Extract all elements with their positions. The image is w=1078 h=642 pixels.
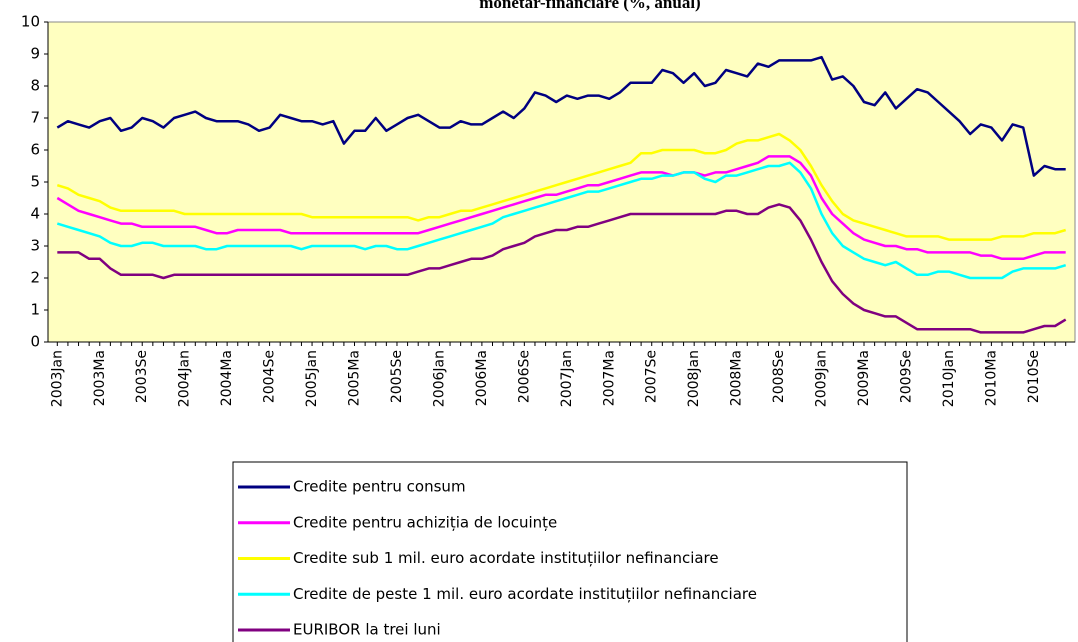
x-tick-label: 2009Se xyxy=(898,350,914,403)
y-tick-label: 1 xyxy=(30,301,40,319)
y-tick-label: 6 xyxy=(30,141,40,159)
x-tick-label: 2007Se xyxy=(644,350,660,403)
x-tick-label: 2010Jan xyxy=(941,350,957,407)
x-tick-label: 2008Se xyxy=(771,350,787,403)
x-tick-label: 2006Ma xyxy=(474,350,490,406)
x-tick-label: 2005Jan xyxy=(304,350,320,407)
legend-label: Credite pentru achiziția de locuințe xyxy=(293,513,557,531)
series-line xyxy=(56,161,1067,280)
x-tick-label: 2008Ma xyxy=(729,350,745,406)
y-tick-label: 7 xyxy=(30,109,40,127)
y-tick-label: 8 xyxy=(30,77,40,95)
x-tick-label: 2004Se xyxy=(262,350,278,403)
x-tick-label: 2004Jan xyxy=(177,350,193,407)
y-tick-label: 10 xyxy=(21,13,40,31)
series-line xyxy=(56,132,1067,241)
x-tick-label: 2006Se xyxy=(516,350,532,403)
x-tick-label: 2010Ma xyxy=(983,350,999,406)
x-tick-label: 2007Ma xyxy=(601,350,617,406)
legend-label: Credite pentru consum xyxy=(293,478,466,496)
x-tick-label: 2009Jan xyxy=(814,350,830,407)
x-tick-label: 2003Jan xyxy=(49,350,65,407)
legend-label: EURIBOR la trei luni xyxy=(293,621,441,639)
y-tick-label: 5 xyxy=(30,173,40,191)
x-tick-label: 2005Se xyxy=(389,350,405,403)
series-line xyxy=(57,203,1067,334)
series-line xyxy=(56,55,1066,177)
chart-title: monetar-financiare (%, anual) xyxy=(479,0,700,12)
y-tick-label: 0 xyxy=(30,333,40,351)
legend xyxy=(232,461,908,642)
x-tick-label: 2010Se xyxy=(1026,350,1042,403)
legend-label: Credite sub 1 mil. euro acordate institu… xyxy=(293,549,719,567)
x-tick-label: 2004Ma xyxy=(219,350,235,406)
x-tick-label: 2006Jan xyxy=(431,350,447,407)
x-tick-label: 2009Ma xyxy=(856,350,872,406)
x-tick-label: 2003Ma xyxy=(92,350,108,406)
plot-area xyxy=(47,21,1076,343)
x-tick-label: 2003Se xyxy=(134,350,150,403)
x-tick-label: 2007Jan xyxy=(559,350,575,407)
series-line xyxy=(56,155,1066,261)
y-tick-label: 9 xyxy=(30,45,40,63)
legend-label: Credite de peste 1 mil. euro acordate in… xyxy=(293,585,757,603)
x-tick-label: 2008Jan xyxy=(686,350,702,407)
y-tick-label: 3 xyxy=(30,237,40,255)
x-tick-label: 2005Ma xyxy=(347,350,363,406)
y-tick-label: 4 xyxy=(30,205,40,223)
y-tick-label: 2 xyxy=(30,269,40,287)
